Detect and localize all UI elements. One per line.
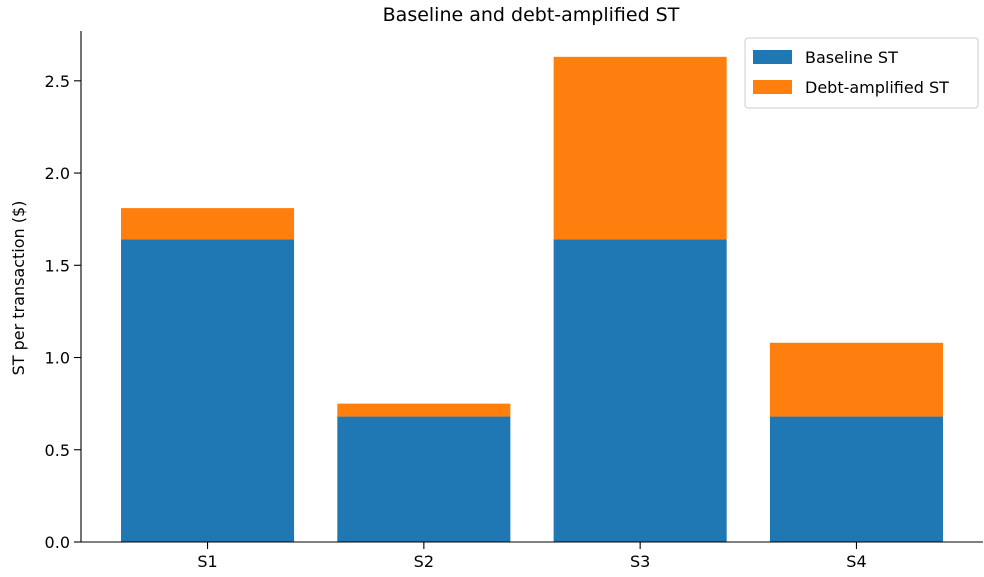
bar-s4-series-2 <box>769 342 943 417</box>
x-tick-label: S1 <box>197 552 217 571</box>
y-tick-label: 2.0 <box>45 164 70 183</box>
y-tick-label: 1.0 <box>45 349 70 368</box>
x-tick-label: S2 <box>414 552 434 571</box>
bar-s2-series-2 <box>337 403 511 417</box>
legend-label-series-1: Baseline ST <box>805 48 898 67</box>
x-axis-ticks: S1 S2 S3 S4 <box>197 542 867 571</box>
y-axis-ticks: 0.0 0.5 1.0 1.5 2.0 2.5 <box>45 72 81 552</box>
y-tick-label: 2.5 <box>45 72 70 91</box>
legend-swatch-series-2 <box>753 80 792 94</box>
y-tick-label: 0.5 <box>45 441 70 460</box>
legend-box <box>744 37 979 109</box>
legend: Baseline ST Debt-amplified ST <box>744 37 979 109</box>
y-axis-title: ST per transaction ($) <box>9 201 28 376</box>
bar-s1-series-2 <box>121 208 295 240</box>
x-tick-label: S4 <box>846 552 866 571</box>
bar-s4-series-1 <box>769 416 943 542</box>
chart-title: Baseline and debt-amplified ST <box>383 4 680 26</box>
legend-swatch-series-1 <box>753 50 792 64</box>
bar-s3-series-2 <box>553 56 727 240</box>
plot-frame <box>80 31 983 543</box>
x-tick-label: S3 <box>630 552 650 571</box>
legend-label-series-2: Debt-amplified ST <box>805 78 949 97</box>
y-tick-label: 0.0 <box>45 533 70 552</box>
bars-layer <box>121 56 943 542</box>
y-tick-label: 1.5 <box>45 256 70 275</box>
bar-s1-series-1 <box>121 239 295 542</box>
bar-s3-series-1 <box>553 239 727 542</box>
bar-s2-series-1 <box>337 416 511 542</box>
